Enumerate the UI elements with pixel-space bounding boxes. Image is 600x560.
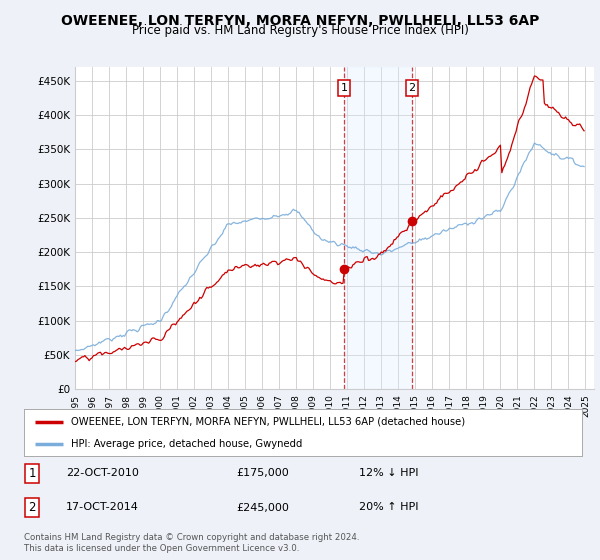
Text: 1: 1 — [340, 83, 347, 93]
Text: HPI: Average price, detached house, Gwynedd: HPI: Average price, detached house, Gwyn… — [71, 438, 303, 449]
Text: OWEENEE, LON TERFYN, MORFA NEFYN, PWLLHELI, LL53 6AP: OWEENEE, LON TERFYN, MORFA NEFYN, PWLLHE… — [61, 14, 539, 28]
Text: 2: 2 — [409, 83, 415, 93]
Text: £245,000: £245,000 — [236, 502, 289, 512]
Text: 22-OCT-2010: 22-OCT-2010 — [66, 468, 139, 478]
Text: Price paid vs. HM Land Registry's House Price Index (HPI): Price paid vs. HM Land Registry's House … — [131, 24, 469, 37]
Text: 1: 1 — [29, 467, 36, 480]
Text: 17-OCT-2014: 17-OCT-2014 — [66, 502, 139, 512]
Text: 20% ↑ HPI: 20% ↑ HPI — [359, 502, 418, 512]
Text: 2: 2 — [29, 501, 36, 514]
Text: Contains HM Land Registry data © Crown copyright and database right 2024.
This d: Contains HM Land Registry data © Crown c… — [24, 533, 359, 553]
Text: OWEENEE, LON TERFYN, MORFA NEFYN, PWLLHELI, LL53 6AP (detached house): OWEENEE, LON TERFYN, MORFA NEFYN, PWLLHE… — [71, 417, 466, 427]
Bar — [344, 67, 412, 389]
Text: 12% ↓ HPI: 12% ↓ HPI — [359, 468, 418, 478]
Text: £175,000: £175,000 — [236, 468, 289, 478]
